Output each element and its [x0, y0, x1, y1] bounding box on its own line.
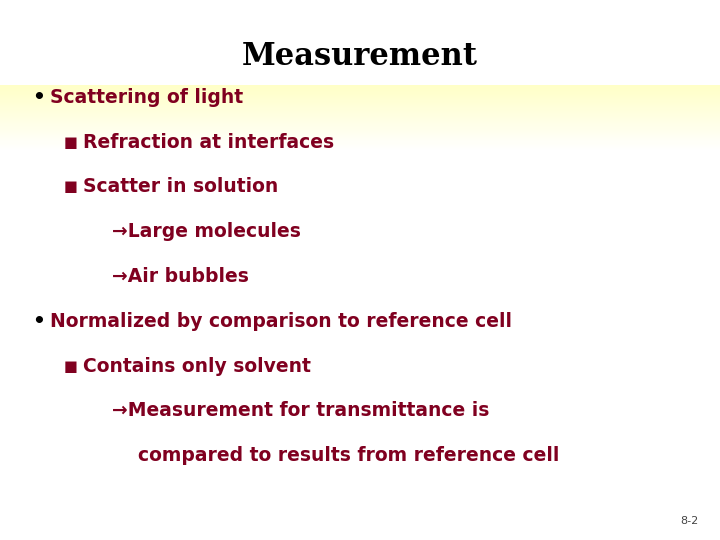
Bar [0, 145, 720, 146]
Bar [0, 104, 720, 105]
Bar [0, 91, 720, 92]
Text: Contains only solvent: Contains only solvent [83, 356, 310, 376]
Text: →Large molecules: →Large molecules [112, 222, 300, 241]
Bar [0, 143, 720, 144]
Bar [0, 141, 720, 143]
Bar [0, 120, 720, 121]
Bar [0, 146, 720, 147]
Bar [0, 130, 720, 131]
Bar [0, 102, 720, 103]
Bar [0, 135, 720, 136]
Bar [0, 126, 720, 127]
Bar [0, 90, 720, 91]
Text: •: • [32, 87, 45, 107]
Text: Measurement: Measurement [242, 41, 478, 72]
Bar [0, 97, 720, 98]
Bar [0, 125, 720, 126]
Bar [0, 98, 720, 99]
Bar [0, 149, 720, 150]
Bar [0, 106, 720, 107]
Bar [0, 136, 720, 137]
Bar [0, 116, 720, 117]
Bar [0, 144, 720, 145]
Bar [0, 108, 720, 109]
Bar [0, 127, 720, 129]
Text: →Air bubbles: →Air bubbles [112, 267, 248, 286]
Text: Refraction at interfaces: Refraction at interfaces [83, 132, 334, 152]
Bar [0, 148, 720, 149]
Bar [0, 94, 720, 95]
Bar [0, 138, 720, 139]
Bar [0, 129, 720, 130]
Text: 8-2: 8-2 [680, 516, 698, 526]
Bar [0, 121, 720, 122]
Bar [0, 134, 720, 135]
Text: •: • [32, 312, 45, 331]
Bar [0, 131, 720, 132]
Bar [0, 107, 720, 108]
Bar [0, 92, 720, 93]
Bar [0, 85, 720, 86]
Bar [0, 137, 720, 138]
Bar [0, 110, 720, 111]
Bar [0, 117, 720, 118]
Bar [0, 123, 720, 124]
Text: Scatter in solution: Scatter in solution [83, 177, 278, 197]
Text: ■: ■ [63, 134, 77, 150]
Bar [0, 118, 720, 119]
Text: Scattering of light: Scattering of light [50, 87, 243, 107]
Text: compared to results from reference cell: compared to results from reference cell [112, 446, 559, 465]
Bar [0, 100, 720, 102]
Bar [0, 113, 720, 114]
Bar [0, 89, 720, 90]
Bar [0, 119, 720, 120]
Bar [0, 109, 720, 110]
Bar [0, 99, 720, 100]
Bar [0, 132, 720, 133]
Bar [0, 147, 720, 148]
Bar [0, 112, 720, 113]
Bar [0, 86, 720, 87]
Bar [0, 140, 720, 141]
Bar [0, 93, 720, 94]
Bar [0, 103, 720, 104]
Bar [0, 87, 720, 89]
Bar [0, 114, 720, 116]
Bar [0, 105, 720, 106]
Bar [0, 111, 720, 112]
Bar [0, 96, 720, 97]
Bar [0, 133, 720, 134]
Bar [0, 122, 720, 123]
Bar [0, 124, 720, 125]
Text: Normalized by comparison to reference cell: Normalized by comparison to reference ce… [50, 312, 513, 331]
Text: ■: ■ [63, 359, 77, 374]
Text: ■: ■ [63, 179, 77, 194]
Bar [0, 139, 720, 140]
Text: →Measurement for transmittance is: →Measurement for transmittance is [112, 401, 489, 421]
Bar [0, 95, 720, 96]
